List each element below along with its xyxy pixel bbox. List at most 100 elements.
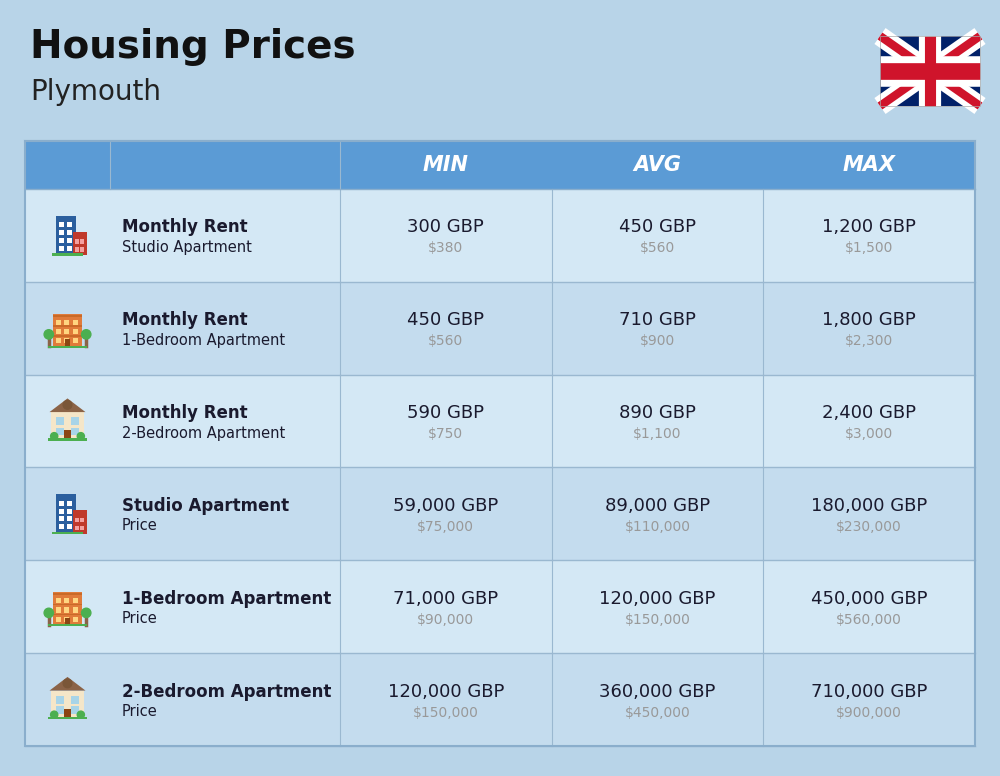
- FancyBboxPatch shape: [59, 517, 64, 521]
- FancyBboxPatch shape: [56, 608, 61, 612]
- Circle shape: [44, 330, 53, 339]
- FancyBboxPatch shape: [56, 329, 61, 334]
- FancyBboxPatch shape: [59, 230, 64, 235]
- Text: 120,000 GBP: 120,000 GBP: [388, 683, 504, 701]
- FancyBboxPatch shape: [73, 232, 87, 255]
- Text: 300 GBP: 300 GBP: [407, 218, 484, 237]
- FancyBboxPatch shape: [64, 608, 69, 612]
- FancyBboxPatch shape: [25, 189, 975, 282]
- FancyBboxPatch shape: [53, 325, 82, 327]
- Circle shape: [82, 330, 91, 339]
- FancyBboxPatch shape: [59, 246, 64, 251]
- FancyBboxPatch shape: [48, 717, 87, 719]
- FancyBboxPatch shape: [56, 216, 76, 255]
- FancyBboxPatch shape: [880, 36, 980, 106]
- FancyBboxPatch shape: [53, 604, 82, 605]
- Text: Studio Apartment: Studio Apartment: [122, 240, 252, 255]
- FancyBboxPatch shape: [25, 653, 975, 746]
- Text: Monthly Rent: Monthly Rent: [122, 404, 248, 422]
- FancyBboxPatch shape: [67, 517, 72, 521]
- FancyBboxPatch shape: [80, 239, 84, 244]
- FancyBboxPatch shape: [56, 417, 64, 425]
- Text: $75,000: $75,000: [417, 520, 474, 534]
- FancyBboxPatch shape: [67, 230, 72, 235]
- FancyBboxPatch shape: [67, 501, 72, 506]
- Text: Studio Apartment: Studio Apartment: [122, 497, 289, 515]
- Circle shape: [63, 400, 72, 409]
- Text: 590 GBP: 590 GBP: [407, 404, 484, 422]
- FancyBboxPatch shape: [48, 345, 87, 348]
- FancyBboxPatch shape: [65, 339, 70, 346]
- FancyBboxPatch shape: [67, 222, 72, 227]
- FancyBboxPatch shape: [71, 417, 79, 425]
- FancyBboxPatch shape: [64, 617, 69, 622]
- FancyBboxPatch shape: [56, 494, 76, 534]
- FancyBboxPatch shape: [73, 338, 78, 343]
- Text: Plymouth: Plymouth: [30, 78, 161, 106]
- FancyBboxPatch shape: [73, 329, 78, 334]
- Text: $900,000: $900,000: [836, 705, 902, 719]
- Text: 59,000 GBP: 59,000 GBP: [393, 497, 498, 515]
- FancyBboxPatch shape: [56, 706, 64, 714]
- Text: Price: Price: [122, 518, 158, 533]
- FancyBboxPatch shape: [53, 594, 82, 595]
- Text: 710 GBP: 710 GBP: [619, 311, 696, 329]
- Text: 71,000 GBP: 71,000 GBP: [393, 590, 498, 608]
- FancyBboxPatch shape: [64, 598, 69, 603]
- FancyBboxPatch shape: [67, 508, 72, 514]
- FancyBboxPatch shape: [67, 525, 72, 529]
- Circle shape: [77, 711, 84, 719]
- Text: 2-Bedroom Apartment: 2-Bedroom Apartment: [122, 425, 285, 441]
- Text: 360,000 GBP: 360,000 GBP: [599, 683, 716, 701]
- FancyBboxPatch shape: [80, 248, 84, 251]
- Text: 89,000 GBP: 89,000 GBP: [605, 497, 710, 515]
- Text: 120,000 GBP: 120,000 GBP: [599, 590, 716, 608]
- Text: $150,000: $150,000: [413, 705, 479, 719]
- Text: 1-Bedroom Apartment: 1-Bedroom Apartment: [122, 333, 285, 348]
- Text: $1,500: $1,500: [845, 241, 893, 255]
- FancyBboxPatch shape: [25, 282, 975, 375]
- FancyBboxPatch shape: [73, 320, 78, 324]
- FancyBboxPatch shape: [59, 508, 64, 514]
- FancyBboxPatch shape: [71, 706, 79, 714]
- FancyBboxPatch shape: [51, 691, 84, 718]
- FancyBboxPatch shape: [59, 525, 64, 529]
- Circle shape: [63, 679, 72, 688]
- Text: Monthly Rent: Monthly Rent: [122, 218, 248, 237]
- FancyBboxPatch shape: [67, 238, 72, 243]
- FancyBboxPatch shape: [71, 696, 79, 704]
- FancyBboxPatch shape: [53, 335, 82, 337]
- Text: $560: $560: [428, 334, 463, 348]
- FancyBboxPatch shape: [75, 518, 79, 522]
- FancyBboxPatch shape: [25, 375, 975, 467]
- Text: $560,000: $560,000: [836, 613, 902, 627]
- Text: Monthly Rent: Monthly Rent: [122, 311, 248, 329]
- Text: 1,200 GBP: 1,200 GBP: [822, 218, 916, 237]
- FancyBboxPatch shape: [56, 617, 61, 622]
- FancyBboxPatch shape: [80, 526, 84, 530]
- FancyBboxPatch shape: [64, 430, 71, 439]
- FancyBboxPatch shape: [25, 141, 975, 189]
- Text: 2-Bedroom Apartment: 2-Bedroom Apartment: [122, 683, 331, 701]
- FancyBboxPatch shape: [51, 412, 84, 439]
- Text: 890 GBP: 890 GBP: [619, 404, 696, 422]
- FancyBboxPatch shape: [73, 511, 87, 534]
- FancyBboxPatch shape: [64, 708, 71, 718]
- Circle shape: [44, 608, 53, 618]
- Circle shape: [77, 432, 84, 440]
- Text: MAX: MAX: [843, 155, 896, 175]
- Text: $230,000: $230,000: [836, 520, 902, 534]
- Polygon shape: [50, 677, 85, 691]
- FancyBboxPatch shape: [67, 246, 72, 251]
- Text: Price: Price: [122, 704, 158, 719]
- Text: MIN: MIN: [423, 155, 469, 175]
- Text: 450,000 GBP: 450,000 GBP: [811, 590, 927, 608]
- Text: 1,800 GBP: 1,800 GBP: [822, 311, 916, 329]
- Text: $150,000: $150,000: [625, 613, 690, 627]
- FancyBboxPatch shape: [52, 254, 83, 255]
- Text: $750: $750: [428, 427, 463, 441]
- Text: AVG: AVG: [634, 155, 682, 175]
- FancyBboxPatch shape: [53, 315, 82, 317]
- FancyBboxPatch shape: [59, 238, 64, 243]
- FancyBboxPatch shape: [64, 320, 69, 324]
